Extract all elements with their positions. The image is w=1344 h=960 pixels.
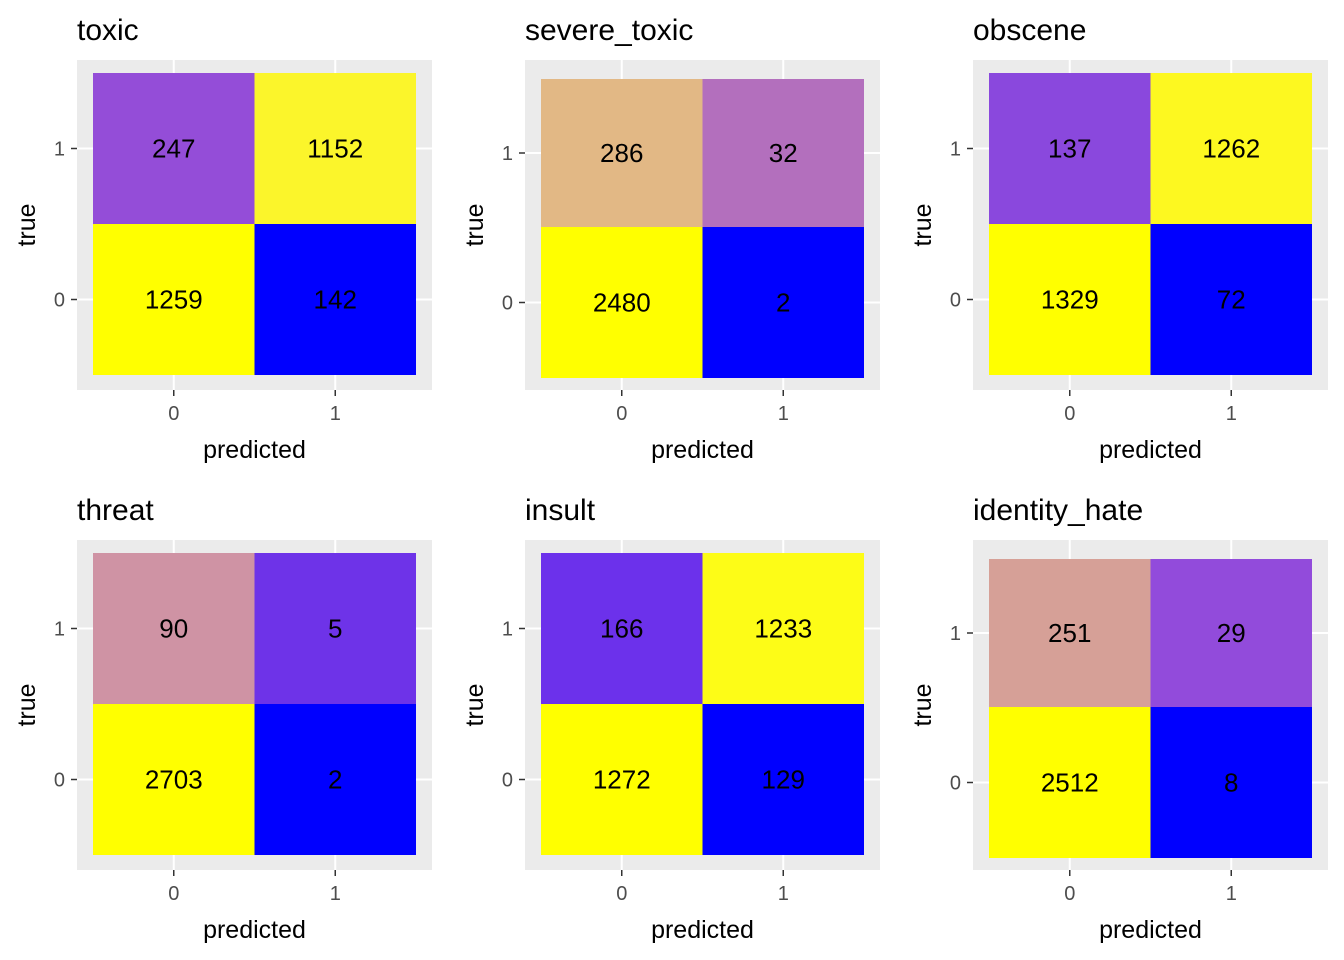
cell-value-label: 2480 <box>593 288 651 318</box>
y-tick-label: 1 <box>950 623 961 645</box>
panel-title: insult <box>525 494 596 527</box>
x-tick-label: 0 <box>1064 883 1075 905</box>
matrix-cell <box>254 704 416 855</box>
y-axis-title: true <box>909 683 937 726</box>
cell-value-label: 90 <box>159 614 188 644</box>
matrix-cell <box>1150 707 1312 858</box>
y-axis-title: true <box>13 683 41 726</box>
x-tick-label: 0 <box>168 403 179 425</box>
matrix-cell <box>1150 224 1312 375</box>
cell-value-label: 72 <box>1217 285 1246 315</box>
y-tick-label: 0 <box>54 770 65 792</box>
cell-value-label: 1259 <box>145 285 203 315</box>
matrix-cell <box>541 704 703 855</box>
matrix-cell <box>541 553 703 704</box>
x-tick-label: 0 <box>168 883 179 905</box>
y-tick-label: 0 <box>54 290 65 312</box>
matrix-cell <box>93 224 255 375</box>
y-tick-label: 0 <box>502 293 513 315</box>
y-tick-label: 0 <box>950 773 961 795</box>
cell-value-label: 1262 <box>1202 134 1260 164</box>
x-tick-label: 0 <box>1064 403 1075 425</box>
y-tick-label: 1 <box>950 139 961 161</box>
matrix-cell <box>702 79 864 227</box>
panel-title: toxic <box>77 14 139 47</box>
panel-identity_hate: identity_hate 251 29 2512 8 0 1 0 1 predicted true <box>909 494 1328 944</box>
panel-toxic: toxic 247 1152 1259 142 0 1 0 1 predicted true <box>13 14 432 464</box>
x-axis-title: predicted <box>203 436 306 464</box>
panel-obscene: obscene 137 1262 1329 72 0 1 0 1 predicted true <box>909 14 1328 464</box>
matrix-cell <box>989 224 1151 375</box>
matrix-cell <box>1150 73 1312 224</box>
panel-title: threat <box>77 494 154 527</box>
y-tick-label: 1 <box>502 143 513 165</box>
matrix-cell <box>541 79 703 227</box>
cell-value-label: 2512 <box>1041 768 1099 798</box>
x-axis-title: predicted <box>1099 916 1202 944</box>
x-axis-title: predicted <box>651 916 754 944</box>
cell-value-label: 5 <box>328 614 342 644</box>
y-tick-label: 0 <box>950 290 961 312</box>
y-tick-label: 1 <box>54 139 65 161</box>
panel-threat: threat 90 5 2703 2 0 1 0 1 predicted true <box>13 494 432 944</box>
cell-value-label: 1329 <box>1041 285 1099 315</box>
matrix-cell <box>702 227 864 378</box>
x-axis-title: predicted <box>203 916 306 944</box>
cell-value-label: 1233 <box>754 614 812 644</box>
y-tick-label: 1 <box>54 619 65 641</box>
matrix-cell <box>702 704 864 855</box>
x-tick-label: 1 <box>1226 883 1237 905</box>
y-tick-label: 1 <box>502 619 513 641</box>
cell-value-label: 1272 <box>593 765 651 795</box>
matrix-cell <box>254 73 416 224</box>
x-tick-label: 1 <box>330 403 341 425</box>
matrix-cell <box>989 559 1151 707</box>
matrix-cell <box>989 73 1151 224</box>
matrix-cell <box>541 227 703 378</box>
panel-title: severe_toxic <box>525 14 693 47</box>
cell-value-label: 137 <box>1048 134 1091 164</box>
panel-title: identity_hate <box>973 494 1143 527</box>
matrix-cell <box>93 553 255 704</box>
matrix-cell <box>702 553 864 704</box>
x-axis-title: predicted <box>1099 436 1202 464</box>
matrix-cell <box>1150 559 1312 707</box>
x-tick-label: 1 <box>778 403 789 425</box>
x-tick-label: 1 <box>1226 403 1237 425</box>
cell-value-label: 2 <box>328 765 342 795</box>
panel-title: obscene <box>973 14 1086 47</box>
matrix-cell <box>989 707 1151 858</box>
x-tick-label: 1 <box>330 883 341 905</box>
y-axis-title: true <box>909 203 937 246</box>
x-tick-label: 1 <box>778 883 789 905</box>
x-tick-label: 0 <box>616 403 627 425</box>
cell-value-label: 8 <box>1224 768 1238 798</box>
matrix-cell <box>254 224 416 375</box>
x-axis-title: predicted <box>651 436 754 464</box>
cell-value-label: 1152 <box>307 134 363 164</box>
cell-value-label: 2 <box>776 288 790 318</box>
cell-value-label: 166 <box>600 614 643 644</box>
cell-value-label: 251 <box>1048 618 1091 648</box>
cell-value-label: 2703 <box>145 765 203 795</box>
y-axis-title: true <box>461 203 489 246</box>
x-tick-label: 0 <box>616 883 627 905</box>
panel-insult: insult 166 1233 1272 129 0 1 0 1 predicted true <box>461 494 880 944</box>
y-tick-label: 0 <box>502 770 513 792</box>
panel-severe_toxic: severe_toxic 286 32 2480 2 0 1 0 1 predicted true <box>461 14 880 464</box>
cell-value-label: 247 <box>152 134 195 164</box>
y-axis-title: true <box>461 683 489 726</box>
matrix-cell <box>93 704 255 855</box>
cell-value-label: 129 <box>762 765 805 795</box>
cell-value-label: 32 <box>769 138 798 168</box>
matrix-cell <box>93 73 255 224</box>
cell-value-label: 142 <box>314 285 357 315</box>
cell-value-label: 29 <box>1217 618 1246 648</box>
cell-value-label: 286 <box>600 138 643 168</box>
matrix-cell <box>254 553 416 704</box>
y-axis-title: true <box>13 203 41 246</box>
